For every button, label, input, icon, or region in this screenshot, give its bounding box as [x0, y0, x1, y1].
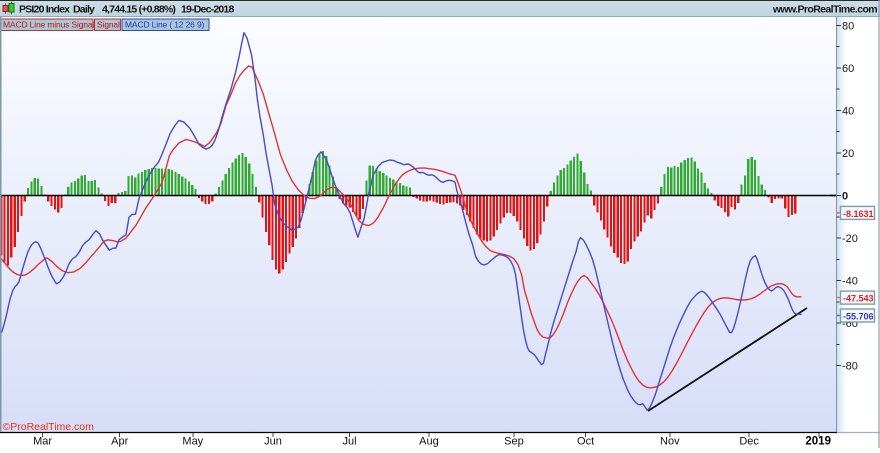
svg-text:-47.543: -47.543: [843, 294, 874, 304]
svg-text:MACD Line minus Signal: MACD Line minus Signal: [3, 20, 94, 30]
svg-text:Daily: Daily: [73, 4, 95, 16]
svg-text:Nov: Nov: [660, 436, 680, 448]
svg-text:May: May: [182, 436, 203, 448]
svg-text:-80: -80: [842, 361, 858, 373]
svg-text:4,744.15 (+0.88%): 4,744.15 (+0.88%): [102, 4, 175, 16]
svg-text:-40: -40: [842, 276, 858, 288]
svg-text:20: 20: [842, 148, 854, 160]
svg-text:60: 60: [842, 63, 854, 75]
svg-text:40: 40: [842, 105, 854, 117]
svg-text:Oct: Oct: [577, 436, 594, 448]
svg-text:Dec: Dec: [739, 436, 759, 448]
svg-text:Mar: Mar: [33, 436, 52, 448]
svg-text:2019: 2019: [805, 436, 831, 448]
svg-text:©ProRealTime.com: ©ProRealTime.com: [3, 421, 95, 433]
svg-text:PSI20 Index: PSI20 Index: [19, 4, 70, 16]
svg-text:-8.1631: -8.1631: [843, 209, 874, 219]
svg-text:Jun: Jun: [264, 436, 282, 448]
svg-text:80: 80: [842, 20, 854, 32]
svg-text:MACD Line ( 12 26 9): MACD Line ( 12 26 9): [125, 20, 205, 30]
svg-text:Sep: Sep: [504, 436, 524, 448]
svg-text:0: 0: [842, 191, 848, 203]
svg-text:Apr: Apr: [111, 436, 128, 448]
svg-text:www.ProRealTime.com: www.ProRealTime.com: [772, 4, 877, 16]
svg-text:19-Dec-2018: 19-Dec-2018: [181, 4, 234, 16]
svg-text:-55.706: -55.706: [843, 312, 874, 322]
svg-text:Jul: Jul: [342, 436, 356, 448]
svg-text:Aug: Aug: [419, 436, 439, 448]
svg-text:Signal: Signal: [97, 20, 120, 30]
svg-text:-20: -20: [842, 233, 858, 245]
